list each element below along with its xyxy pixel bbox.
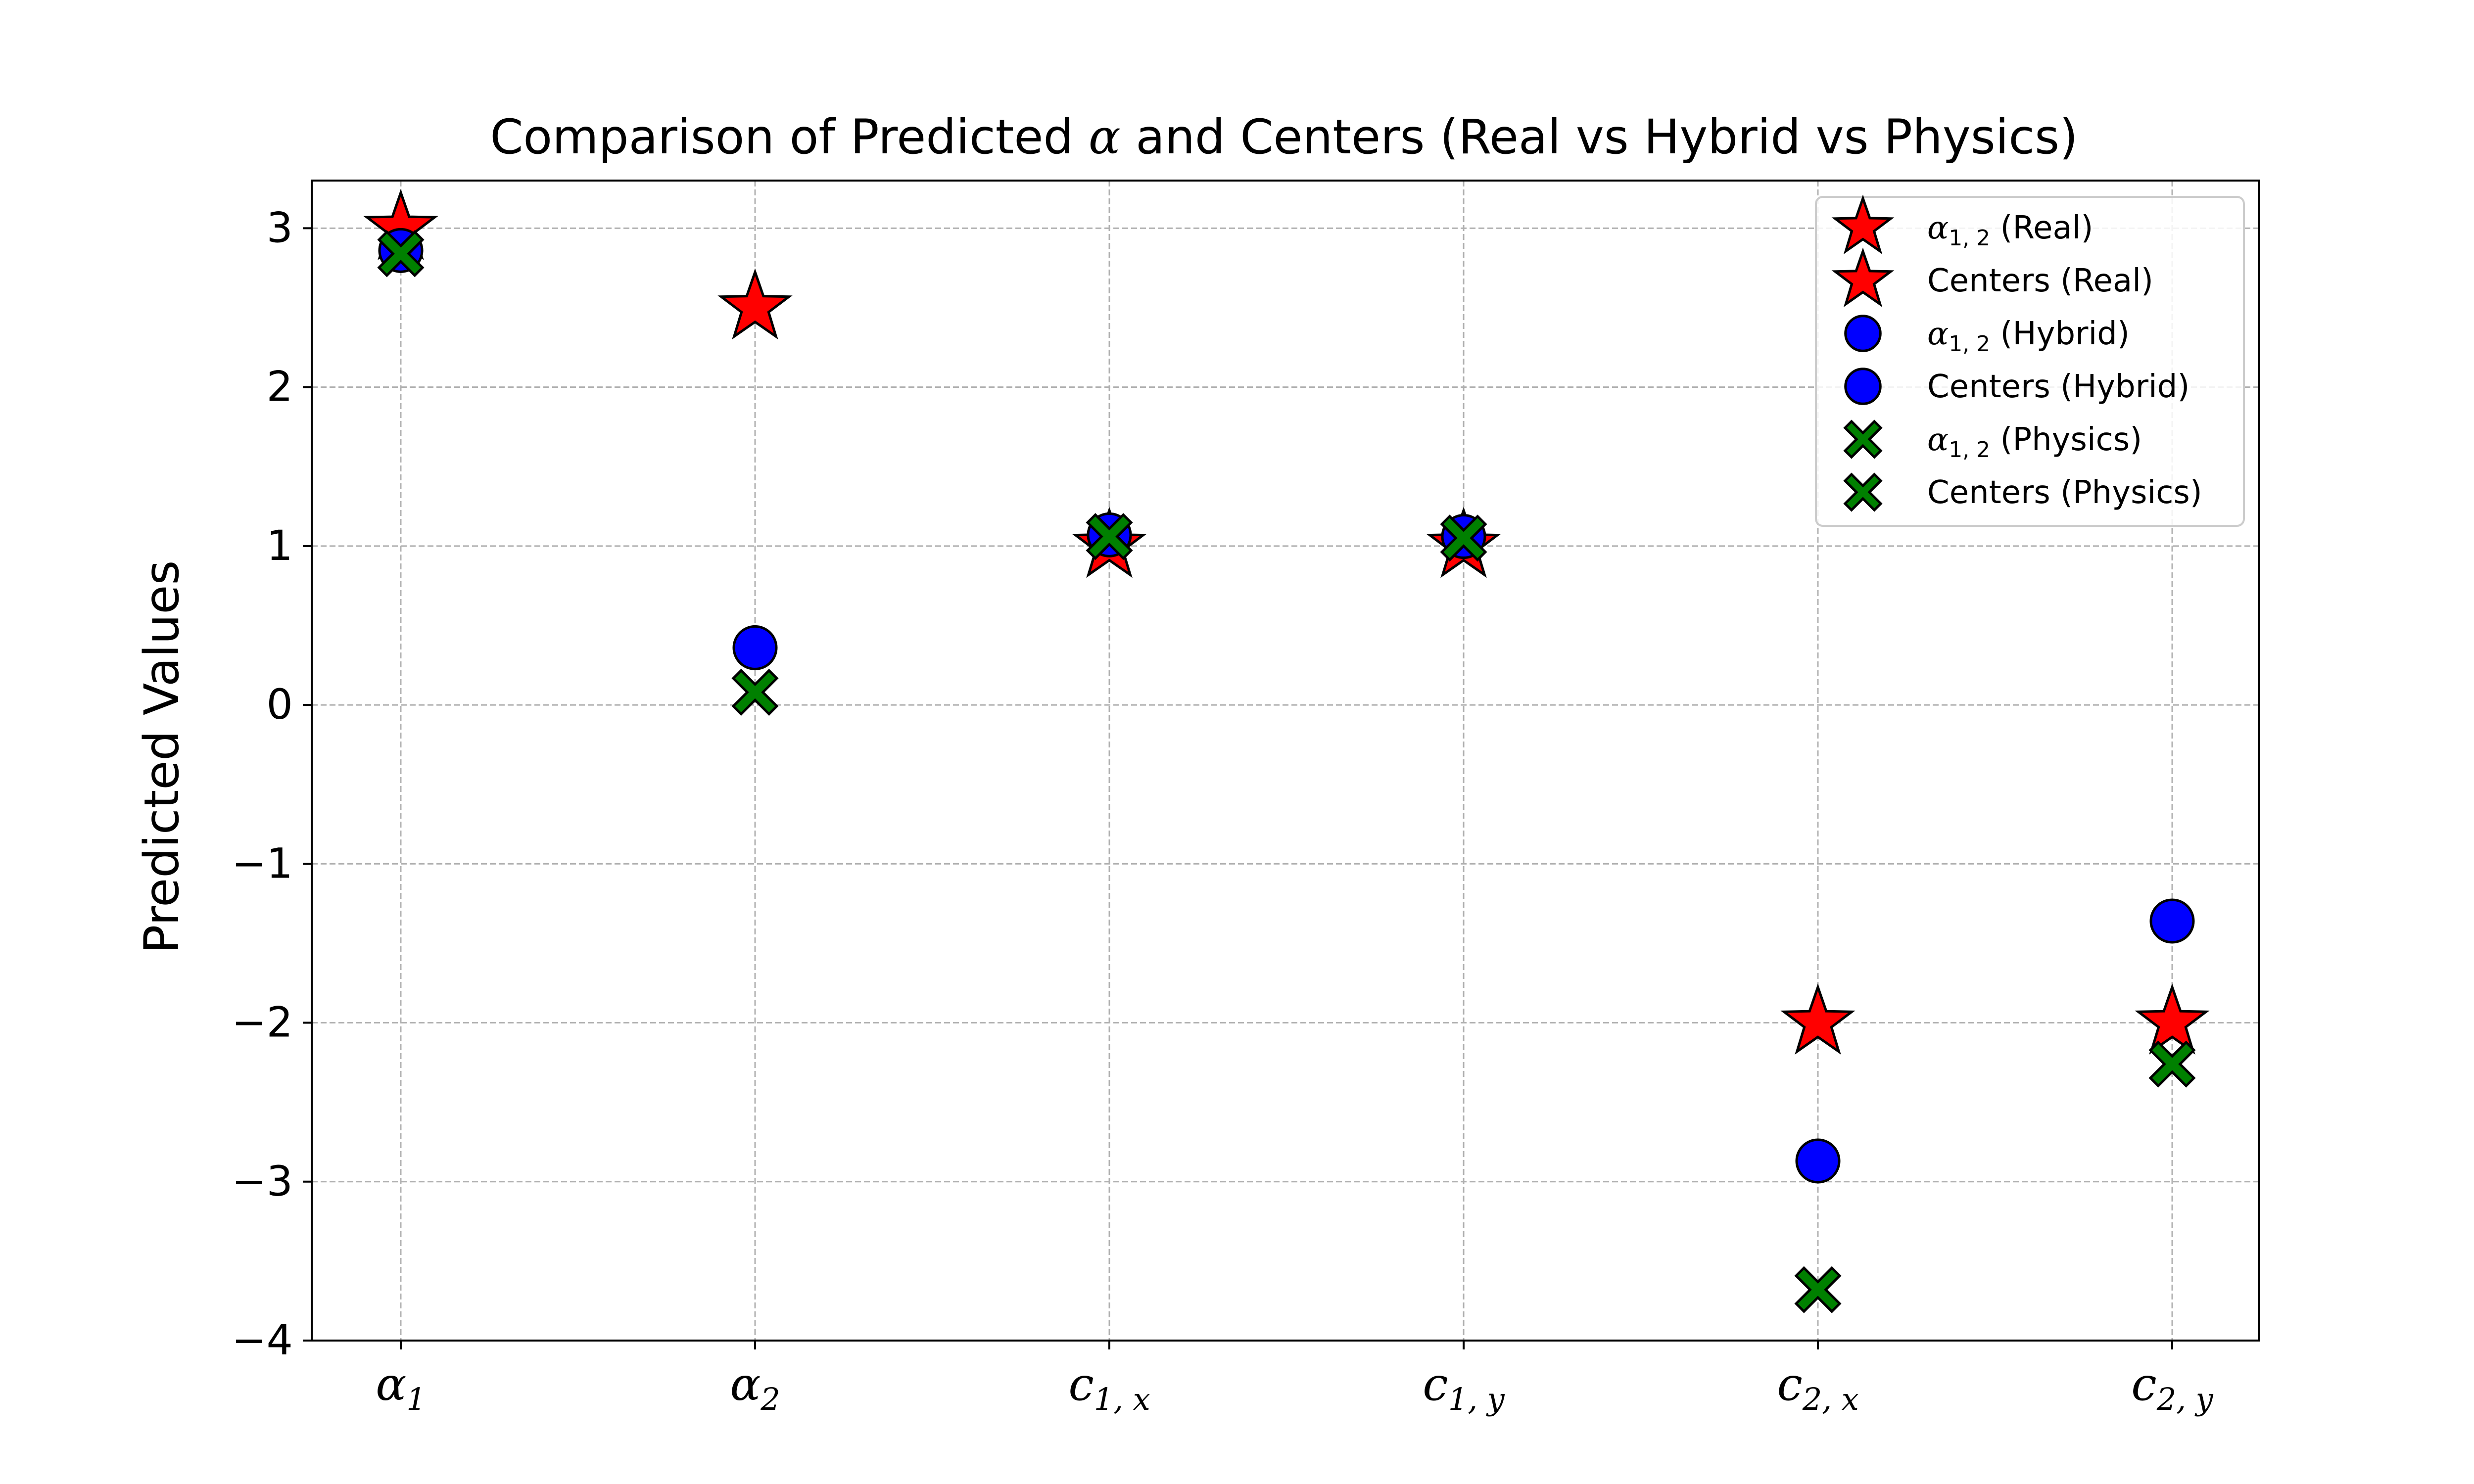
y-tick-label: −4 — [232, 1316, 293, 1364]
legend: α1, 2 (Real) Centers (Real) α1, 2 (Hybrid)… — [1815, 194, 2245, 527]
data-point-hybrid — [1795, 1138, 1841, 1184]
data-point-real — [2135, 983, 2210, 1055]
y-tick-label: 0 — [267, 680, 293, 729]
legend-marker — [1831, 247, 1895, 307]
legend-box — [1815, 196, 2245, 527]
data-point-real — [717, 268, 793, 340]
y-tick-label: 3 — [267, 203, 293, 252]
y-tick-label: 2 — [267, 363, 293, 411]
data-point-hybrid — [2149, 898, 2195, 944]
x-tick-label: α2 — [730, 1358, 780, 1417]
x-tick-label: c1, x — [1068, 1358, 1150, 1417]
data-point-physics — [2148, 1040, 2196, 1088]
legend-label: Centers (Real) — [1927, 263, 2153, 299]
data-point-physics — [377, 230, 425, 278]
y-tick-label: 1 — [267, 521, 293, 570]
data-point-physics — [1794, 1266, 1842, 1313]
chart-title-symbol: α — [1089, 109, 1121, 165]
legend-marker — [1844, 368, 1882, 405]
y-tick-label: −3 — [232, 1157, 293, 1206]
x-tick-label: c2, y — [2131, 1358, 2213, 1417]
chart-title: Comparison of Predicted α and Centers (R… — [490, 109, 2078, 165]
x-tick-label: c2, x — [1777, 1358, 1858, 1417]
legend-marker — [1844, 315, 1882, 352]
legend-label: α1, 2 (Real) — [1927, 210, 2093, 251]
legend-label: α1, 2 (Physics) — [1927, 421, 2142, 463]
x-tick-label: c1, y — [1423, 1358, 1505, 1417]
x-tick-label: α1 — [376, 1358, 426, 1417]
legend-label: α1, 2 (Hybrid) — [1927, 316, 2130, 357]
data-point-hybrid — [732, 625, 778, 670]
data-point-physics — [1086, 513, 1133, 560]
legend-marker — [1843, 472, 1883, 512]
y-tick-label: −2 — [232, 998, 293, 1047]
legend-marker — [1831, 194, 1895, 254]
plot-frame — [311, 180, 2260, 1342]
data-point-real — [1780, 983, 1856, 1055]
legend-marker — [1843, 419, 1883, 459]
data-marks — [363, 188, 2210, 1313]
chart-title-suffix: and Centers (Real vs Hybrid vs Physics) — [1121, 109, 2078, 165]
data-point-physics — [1440, 514, 1487, 562]
data-point-physics — [731, 668, 779, 716]
axis-ticks: −4 −3 −2 −1 0 1 2 3 α1 α2 c1, x c1, y c2, x c2, y — [232, 203, 2214, 1417]
legend-label: Centers (Hybrid) — [1927, 369, 2189, 405]
legend-label: Centers (Physics) — [1927, 474, 2202, 511]
y-tick-label: −1 — [232, 839, 293, 887]
chart-title-prefix: Comparison of Predicted — [490, 109, 1089, 165]
y-axis-label: Predicted Values — [134, 560, 190, 954]
